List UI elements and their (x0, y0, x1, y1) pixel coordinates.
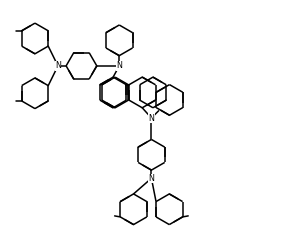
Text: N: N (148, 174, 154, 183)
Text: N: N (116, 61, 122, 70)
Text: N: N (55, 61, 61, 70)
Text: N: N (148, 114, 154, 122)
